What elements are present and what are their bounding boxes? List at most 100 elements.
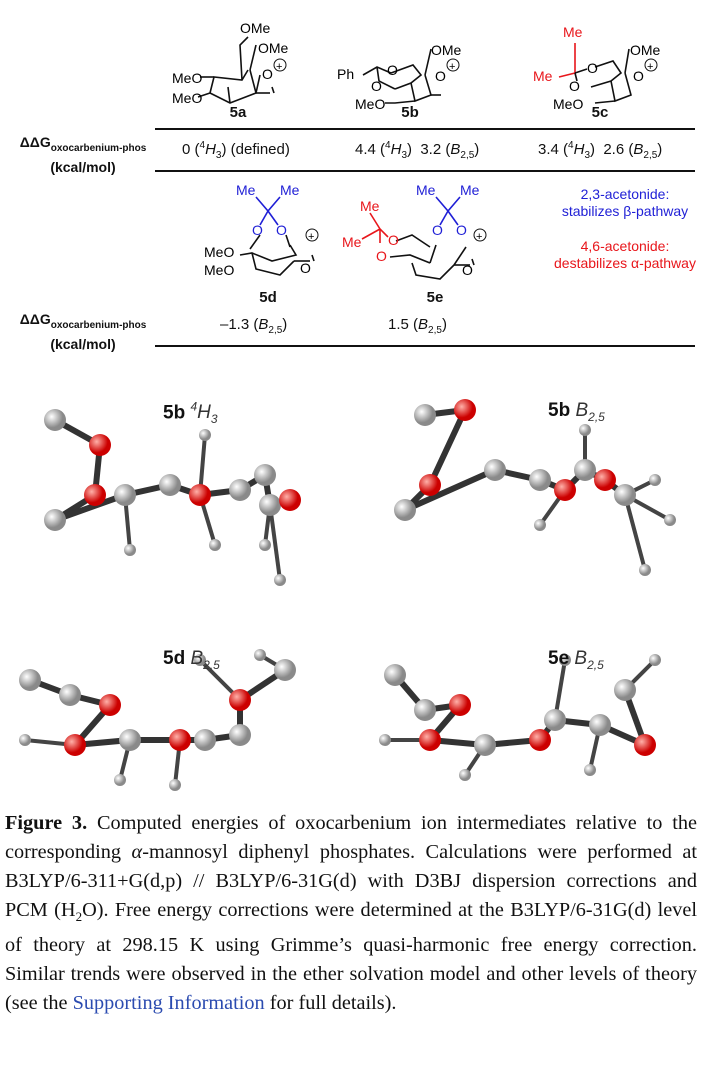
- carbon-atom: [194, 729, 216, 751]
- svg-text:MeO: MeO: [204, 244, 234, 260]
- svg-text:OMe: OMe: [240, 20, 271, 36]
- hydrogen-atom: [649, 474, 661, 486]
- hydrogen-atom: [199, 429, 211, 441]
- hydrogen-atom: [194, 654, 206, 666]
- ddg-subscript: oxocarbenium-phos: [50, 142, 147, 154]
- carbon-atom: [229, 724, 251, 746]
- svg-text:Me: Me: [563, 24, 583, 40]
- hydrogen-atom: [254, 649, 266, 661]
- svg-text:MeO: MeO: [553, 96, 583, 110]
- svg-text:Me: Me: [533, 68, 553, 84]
- carbon-atom: [414, 699, 436, 721]
- oxygen-atom: [99, 694, 121, 716]
- oxygen-atom: [454, 399, 476, 421]
- svg-text:O: O: [376, 248, 387, 264]
- svg-text:O: O: [569, 78, 580, 94]
- compound-label-5b: 5b: [401, 104, 419, 121]
- svg-text:MeO: MeO: [355, 96, 385, 110]
- svg-text:Me: Me: [460, 182, 480, 198]
- svg-text:O: O: [252, 222, 263, 238]
- structure-5a: OMe OMe MeO MeO O +: [172, 20, 289, 106]
- hydrogen-atom: [459, 769, 471, 781]
- structure-5c: Me Me O O OMe MeO O +: [533, 24, 661, 110]
- structure-5e: Me Me Me Me O O O O O +: [342, 182, 487, 280]
- svg-text:Me: Me: [342, 234, 362, 250]
- bond: [268, 504, 282, 581]
- svg-text:OMe: OMe: [258, 40, 289, 56]
- compound-label-5c: 5c: [591, 104, 609, 121]
- carbon-atom: [384, 664, 406, 686]
- ddg-units: (kcal/mol): [50, 158, 116, 175]
- hydrogen-atom: [534, 519, 546, 531]
- energy-5c: 3.4 (4H3) 2.6 (B2,5): [538, 140, 663, 161]
- hydrogen-atom: [649, 654, 661, 666]
- carbon-atom: [544, 709, 566, 731]
- table-rule-bottom: [155, 345, 695, 347]
- svg-text:+: +: [308, 231, 314, 243]
- oxygen-atom: [89, 434, 111, 456]
- oxygen-atom: [554, 479, 576, 501]
- oxygen-atom: [84, 484, 106, 506]
- svg-text:O: O: [262, 66, 273, 82]
- carbon-atom: [414, 404, 436, 426]
- hydrogen-atom: [274, 574, 286, 586]
- svg-text:MeO: MeO: [172, 70, 202, 86]
- carbon-atom: [614, 484, 636, 506]
- oxygen-atom: [529, 729, 551, 751]
- row-label-ddg-1: ΔΔGoxocarbenium-phos (kcal/mol): [8, 133, 158, 176]
- model-label-5b-4h3: 5b 4H3: [163, 400, 218, 427]
- hydrogen-atom: [114, 774, 126, 786]
- model-label-5e-b25: 5e B2,5: [548, 648, 604, 672]
- row-label-ddg-2: ΔΔGoxocarbenium-phos (kcal/mol): [19, 311, 147, 352]
- compound-label-5d: 5d: [259, 289, 277, 306]
- svg-text:O: O: [462, 262, 473, 278]
- bond: [623, 494, 647, 571]
- carbon-atom: [19, 669, 41, 691]
- carbon-atom: [484, 459, 506, 481]
- model-5d-B25: [19, 649, 296, 791]
- carbon-atom: [44, 409, 66, 431]
- hydrogen-atom: [559, 654, 571, 666]
- svg-text:Me: Me: [416, 182, 436, 198]
- oxygen-atom: [229, 689, 251, 711]
- carbon-atom: [159, 474, 181, 496]
- oxygen-atom: [594, 469, 616, 491]
- carbon-atom: [614, 679, 636, 701]
- hydrogen-atom: [124, 544, 136, 556]
- svg-text:Ph: Ph: [337, 66, 354, 82]
- svg-text:OMe: OMe: [431, 42, 462, 58]
- bond: [427, 408, 468, 487]
- svg-text:O: O: [432, 222, 443, 238]
- supporting-information-link[interactable]: Supporting Information: [72, 992, 265, 1015]
- oxygen-atom: [419, 474, 441, 496]
- hydrogen-atom: [664, 514, 676, 526]
- carbon-atom: [589, 714, 611, 736]
- svg-text:Me: Me: [236, 182, 256, 198]
- energy-5e: 1.5 (B2,5): [388, 316, 447, 336]
- svg-text:Me: Me: [280, 182, 300, 198]
- oxygen-atom: [449, 694, 471, 716]
- carbon-atom: [474, 734, 496, 756]
- svg-text:+: +: [476, 231, 482, 243]
- energy-5b: 4.4 (4H3) 3.2 (B2,5): [355, 140, 480, 161]
- model-label-5b-b25: 5b B2,5: [548, 400, 605, 424]
- model-5b-B25: [394, 399, 676, 576]
- bond: [53, 492, 127, 523]
- carbon-atom: [574, 459, 596, 481]
- 3d-models: [19, 399, 676, 791]
- carbon-atom: [59, 684, 81, 706]
- hydrogen-atom: [19, 734, 31, 746]
- svg-text:O: O: [633, 68, 644, 84]
- bond: [403, 467, 497, 513]
- svg-text:+: +: [276, 61, 282, 73]
- oxygen-atom: [419, 729, 441, 751]
- svg-text:O: O: [300, 260, 311, 276]
- compound-label-5e: 5e: [426, 289, 444, 306]
- energy-5d: –1.3 (B2,5): [220, 316, 288, 336]
- carbon-atom: [119, 729, 141, 751]
- oxygen-atom: [64, 734, 86, 756]
- structure-5b: Ph O O OMe MeO O +: [337, 42, 462, 110]
- hydrogen-atom: [579, 424, 591, 436]
- hydrogen-atom: [379, 734, 391, 746]
- oxygen-atom: [189, 484, 211, 506]
